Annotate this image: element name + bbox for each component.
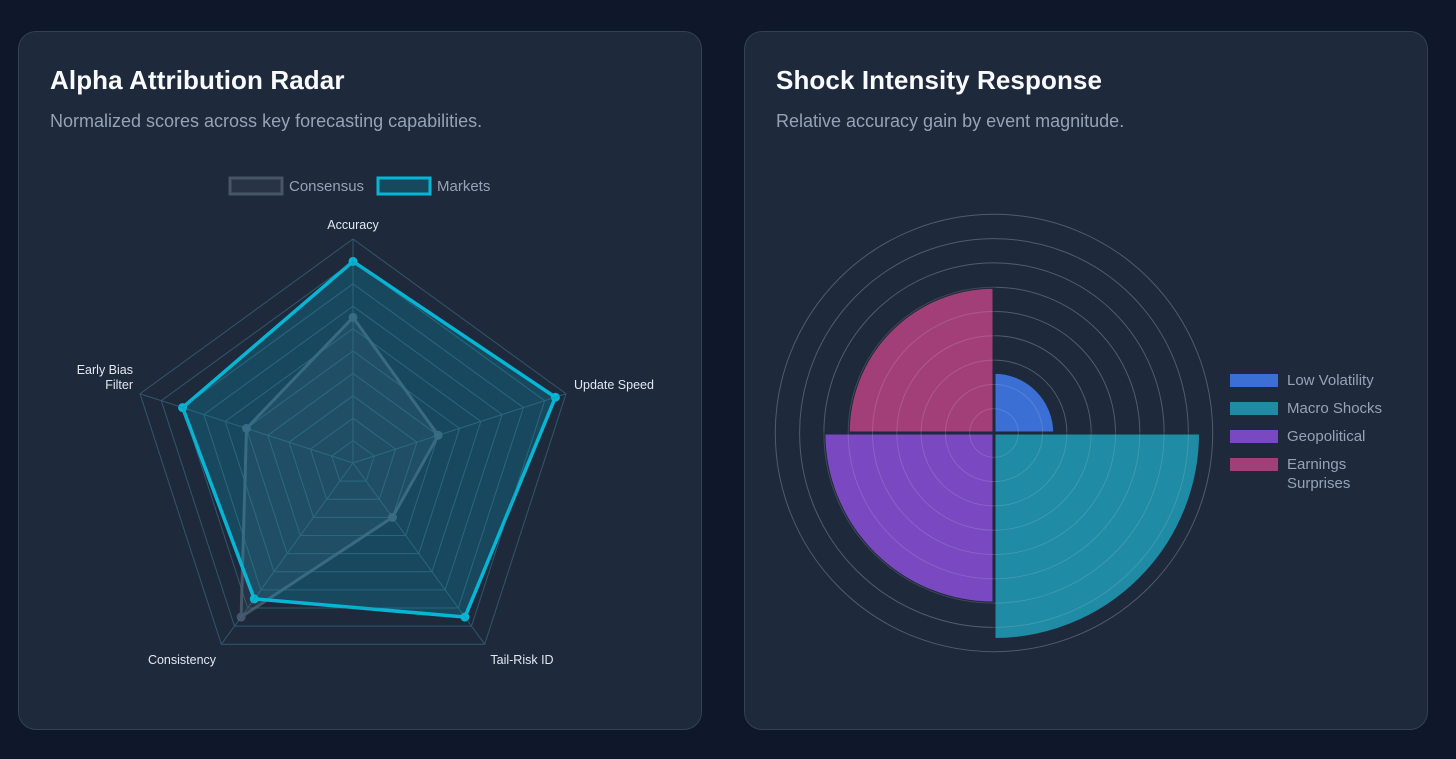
legend-swatch xyxy=(376,176,432,196)
legend-item-macro-shocks[interactable]: Macro Shocks xyxy=(1230,400,1382,417)
polar-area-chart: Low Volatility Macro Shocks Geopolitical Ea… xyxy=(774,213,1382,653)
legend-swatch xyxy=(1230,430,1278,443)
data-point[interactable] xyxy=(460,612,470,622)
segment-geopolitical[interactable] xyxy=(822,431,996,605)
radar-card-title: Alpha Attribution Radar xyxy=(50,65,345,95)
data-point[interactable] xyxy=(387,512,397,522)
data-point[interactable] xyxy=(178,403,188,413)
legend-item-markets[interactable]: Markets xyxy=(376,176,490,196)
radar-card: Alpha Attribution Radar Normalized score… xyxy=(18,31,702,730)
radar-axis-labels: Accuracy Update Speed Tail-Risk ID Consiste… xyxy=(77,218,654,667)
legend-label: Consensus xyxy=(289,178,364,195)
polar-segments xyxy=(822,285,1203,642)
data-point[interactable] xyxy=(433,430,443,440)
legend-item-consensus[interactable]: Consensus xyxy=(228,176,364,196)
polar-card-title: Shock Intensity Response xyxy=(776,65,1103,95)
legend-swatch xyxy=(1230,374,1278,387)
data-point[interactable] xyxy=(348,256,358,266)
polar-card-subtitle: Relative accuracy gain by event magnitud… xyxy=(776,111,1125,131)
polar-legend: Low Volatility Macro Shocks Geopolitical Ea… xyxy=(1230,372,1382,492)
segment-macro-shocks[interactable] xyxy=(992,431,1203,642)
radar-card-subtitle: Normalized scores across key forecasting… xyxy=(50,111,483,131)
axis-label: Consistency xyxy=(148,653,217,667)
legend-label: Low Volatility xyxy=(1287,372,1374,389)
radar-legend: Consensus Markets xyxy=(228,176,490,196)
data-point[interactable] xyxy=(348,312,358,322)
legend-label: Markets xyxy=(437,178,490,195)
legend-item-geopolitical[interactable]: Geopolitical xyxy=(1230,428,1365,445)
legend-swatch xyxy=(1230,458,1278,471)
segment-earnings-surprises[interactable] xyxy=(846,285,996,435)
radar-series-markets xyxy=(178,256,560,622)
data-point[interactable] xyxy=(241,423,251,433)
data-point[interactable] xyxy=(236,612,246,622)
axis-label: Tail-Risk ID xyxy=(490,653,553,667)
polar-area-card: Shock Intensity Response Relative accura… xyxy=(744,31,1428,730)
data-point[interactable] xyxy=(550,392,560,402)
radar-series-consensus xyxy=(236,312,443,622)
legend-swatch xyxy=(1230,402,1278,415)
segment-low-volatility[interactable] xyxy=(992,370,1057,435)
axis-label: Update Speed xyxy=(574,378,654,392)
legend-label: Surprises xyxy=(1287,475,1350,492)
legend-item-low-volatility[interactable]: Low Volatility xyxy=(1230,372,1374,389)
axis-label: Filter xyxy=(105,378,133,392)
radar-chart: Consensus Markets Accuracy Update Speed Tail… xyxy=(77,176,654,667)
legend-label: Geopolitical xyxy=(1287,428,1365,445)
data-point[interactable] xyxy=(249,594,259,604)
legend-label: Macro Shocks xyxy=(1287,400,1382,417)
legend-swatch xyxy=(228,176,284,196)
legend-label: Earnings xyxy=(1287,456,1346,473)
legend-item-earnings-surprises[interactable]: Earnings Surprises xyxy=(1230,456,1350,492)
axis-label: Accuracy xyxy=(327,218,379,232)
axis-label: Early Bias xyxy=(77,363,133,377)
